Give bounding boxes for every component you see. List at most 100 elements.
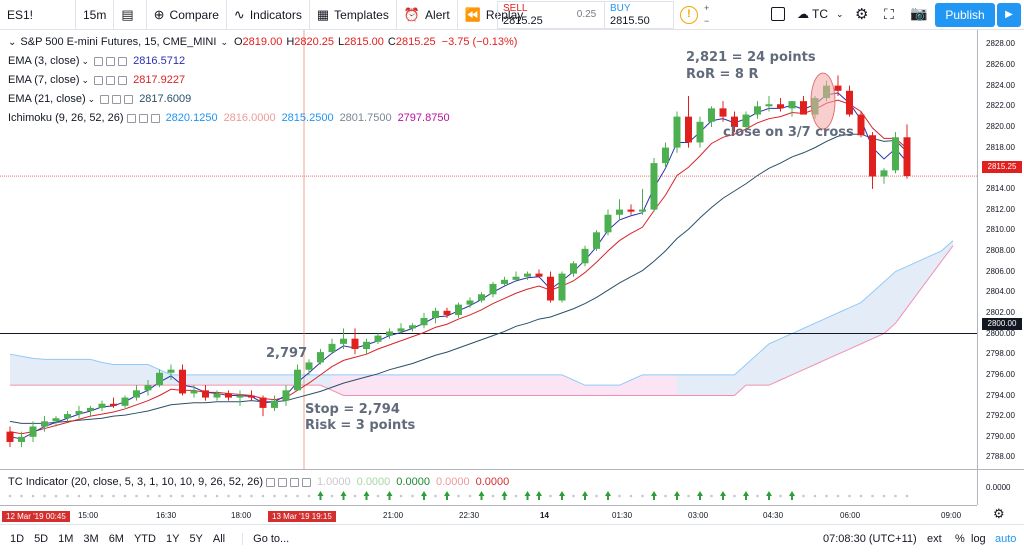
range-ytd[interactable]: YTD <box>133 533 156 545</box>
range-5y[interactable]: 5Y <box>189 533 203 545</box>
chart-style-button[interactable]: ▤ <box>114 0 147 30</box>
play-icon[interactable]: ▶ <box>997 3 1021 27</box>
candle-body <box>432 310 439 319</box>
close-icon[interactable] <box>289 477 299 487</box>
senkou-b-line <box>9 240 954 386</box>
candle-body <box>478 294 485 301</box>
publish-button[interactable]: Publish <box>935 3 995 27</box>
fullscreen-icon[interactable]: ⛶ <box>884 6 894 22</box>
time-label: 21:00 <box>383 511 404 520</box>
close-icon[interactable] <box>118 56 128 66</box>
layout-button[interactable]: ☁ TC ⌄ <box>797 7 844 21</box>
eye-icon[interactable] <box>94 56 104 66</box>
ema21-legend[interactable]: EMA (21, close) ⌄ 2817.6009 <box>8 93 191 105</box>
tc-neutral-dot <box>491 494 495 498</box>
candle-body <box>64 414 71 419</box>
settings-icon[interactable] <box>106 75 116 85</box>
eye-icon[interactable] <box>94 75 104 85</box>
goto-button[interactable]: Go to... <box>242 533 289 545</box>
tc-up-arrow <box>524 491 531 500</box>
auto-toggle[interactable]: auto <box>995 533 1017 545</box>
gear-icon[interactable]: ⚙ <box>855 6 869 23</box>
ema3-legend[interactable]: EMA (3, close) ⌄ 2816.5712 <box>8 55 185 67</box>
close-icon[interactable] <box>150 113 160 123</box>
candle-body <box>650 163 658 210</box>
ema7-legend[interactable]: EMA (7, close) ⌄ 2817.9227 <box>8 74 185 86</box>
candle-body <box>87 407 94 411</box>
tc-neutral-dot <box>468 494 472 498</box>
price-chart[interactable] <box>0 30 977 470</box>
info-icon[interactable]: ! <box>680 6 698 24</box>
eye-icon[interactable] <box>265 477 275 487</box>
candle-body <box>719 108 727 117</box>
candle-body <box>903 137 911 177</box>
compare-button[interactable]: ⊕ Compare <box>147 0 227 30</box>
tc-indicator-legend[interactable]: TC Indicator (20, close, 5, 3, 1, 10, 10… <box>8 476 509 488</box>
more-icon[interactable] <box>301 477 311 487</box>
tc-neutral-dot <box>733 494 736 498</box>
close-note-annotation[interactable]: close on 3/7 cross <box>723 125 854 140</box>
tc-up-arrow <box>743 491 749 500</box>
exit-highlight-ellipse <box>810 72 836 130</box>
tc-neutral-dot <box>66 494 69 498</box>
range-1m[interactable]: 1M <box>58 533 74 545</box>
collapse-icon[interactable]: ⌄ <box>8 36 17 48</box>
camera-icon[interactable]: 📷 <box>910 5 928 21</box>
target-annotation[interactable]: 2,821 = 24 points <box>686 50 816 65</box>
tc-up-arrow <box>766 491 772 500</box>
settings-icon[interactable] <box>106 56 116 66</box>
tc-neutral-dot <box>100 494 104 498</box>
percent-toggle[interactable]: % <box>955 533 965 545</box>
ichimoku-value-5: 2797.8750 <box>397 112 450 124</box>
range-3m[interactable]: 3M <box>83 533 99 545</box>
interval-button[interactable]: 15m <box>76 0 115 30</box>
time-axis[interactable]: 12 Mar '19 00:45 15:00 16:30 18:00 13 Ma… <box>0 505 977 523</box>
price-axis[interactable]: 2828.00 2826.00 2824.00 2822.00 2820.00 2818.… <box>977 30 1024 498</box>
risk-annotation[interactable]: Risk = 3 points <box>305 418 416 433</box>
eye-icon[interactable] <box>100 94 110 104</box>
chevron-down-icon: ⌄ <box>836 8 844 19</box>
tc-neutral-dot <box>756 494 759 498</box>
settings-gear-icon[interactable]: ⚙ <box>993 506 1005 521</box>
close-icon[interactable] <box>118 75 128 85</box>
tc-neutral-dot <box>457 494 460 498</box>
settings-icon[interactable] <box>138 113 148 123</box>
fullscreen-rect-icon[interactable] <box>771 7 785 21</box>
replay-button[interactable]: ⏪ Replay <box>458 0 531 30</box>
ext-toggle[interactable]: ext <box>927 533 942 545</box>
settings-icon[interactable] <box>112 94 122 104</box>
tc-neutral-dot <box>595 494 598 498</box>
time-label: 09:00 <box>941 511 962 520</box>
ror-annotation[interactable]: RoR = 8 R <box>686 67 759 82</box>
settings-icon[interactable] <box>277 477 287 487</box>
sell-price: 2815.25 <box>503 15 543 27</box>
tc-up-arrow <box>478 491 485 500</box>
sell-button[interactable]: SELL 2815.25 <box>497 1 569 29</box>
range-6m[interactable]: 6M <box>108 533 124 545</box>
eye-icon[interactable] <box>126 113 136 123</box>
ichimoku-legend[interactable]: Ichimoku (9, 26, 52, 26) 2820.1250 2816.… <box>8 112 450 124</box>
entry-annotation[interactable]: 2,797 <box>266 346 308 361</box>
symbol-search[interactable]: ES1! <box>0 0 76 30</box>
order-size-stepper[interactable]: + − <box>704 3 710 26</box>
stop-annotation[interactable]: Stop = 2,794 <box>305 402 400 417</box>
candle-body <box>673 116 681 148</box>
chevron-down-icon[interactable]: ⌄ <box>220 36 228 47</box>
tc-neutral-dot <box>618 494 621 498</box>
range-5d[interactable]: 5D <box>34 533 49 545</box>
tc-up-arrow <box>582 491 588 500</box>
buy-button[interactable]: BUY 2815.50 <box>604 1 674 29</box>
price-tick: 2788.00 <box>986 452 1015 462</box>
templates-button[interactable]: ▦ Templates <box>310 0 397 30</box>
range-1y[interactable]: 1Y <box>165 533 180 545</box>
range-all[interactable]: All <box>212 533 226 545</box>
range-1d[interactable]: 1D <box>10 533 25 545</box>
candle-body <box>581 248 589 264</box>
candle-body <box>110 403 117 406</box>
close-icon[interactable] <box>124 94 134 104</box>
log-toggle[interactable]: log <box>971 533 986 545</box>
alert-button[interactable]: ⏰ Alert <box>397 0 458 30</box>
interval-label: 15m <box>83 7 107 22</box>
indicators-button[interactable]: ∿ Indicators <box>227 0 310 30</box>
price-tick: 2802.00 <box>986 307 1015 317</box>
